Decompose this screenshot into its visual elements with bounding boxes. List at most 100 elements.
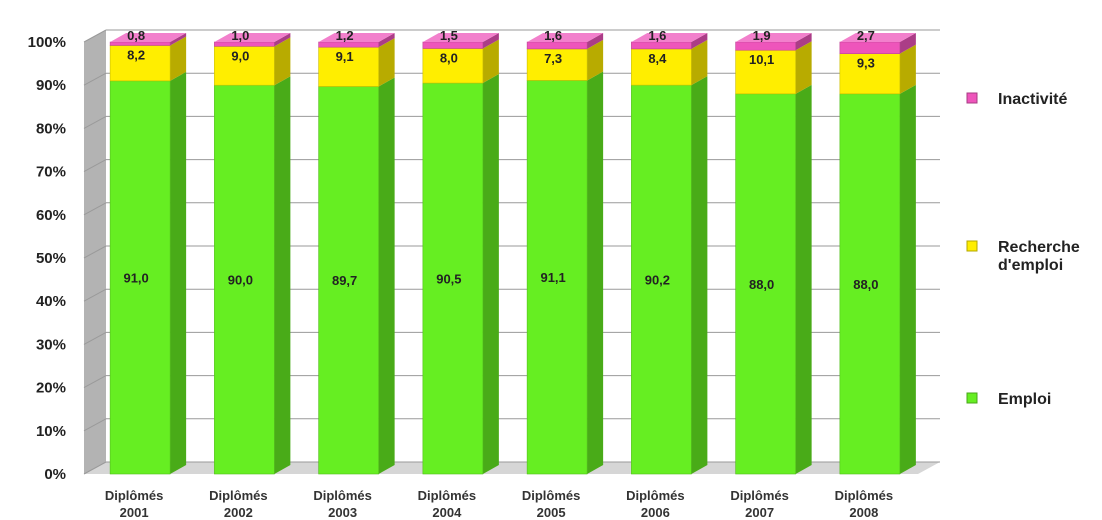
bar-side [587, 71, 604, 474]
bar-side [795, 33, 812, 51]
bar-side [378, 38, 395, 87]
bar-side [378, 77, 395, 474]
y-tick-label: 80% [36, 120, 66, 137]
bar-side [899, 44, 916, 94]
bar-side [170, 71, 187, 474]
bar-segment [839, 41, 901, 54]
x-tick-label: Diplômés [730, 488, 789, 503]
y-tick-label: 10% [36, 423, 66, 440]
bar-top [318, 33, 395, 42]
data-label: 90,0 [228, 273, 253, 288]
bar-side [274, 76, 291, 474]
bar-side [170, 36, 187, 81]
y-tick-label: 60% [36, 207, 66, 224]
bar-segment [631, 48, 692, 86]
data-label: 8,2 [127, 47, 145, 62]
bar-side [274, 33, 291, 47]
bar-segment [214, 46, 275, 86]
x-tick-label: Diplômés [835, 488, 894, 503]
data-label: 89,7 [332, 273, 357, 288]
bar-top [527, 33, 604, 42]
bar-side [482, 33, 499, 49]
gridline-side [83, 461, 107, 475]
bar-segment [735, 49, 796, 95]
bar-segment [735, 93, 796, 475]
x-tick-label-year: 2003 [328, 505, 357, 520]
data-label: 90,5 [436, 272, 461, 287]
bar-segment [631, 84, 692, 475]
data-label: 1,0 [231, 28, 249, 43]
data-label: 9,0 [231, 48, 249, 63]
bar-segment [318, 46, 379, 87]
data-label: 0,8 [127, 28, 145, 43]
x-tick-label-year: 2008 [849, 505, 878, 520]
data-label: 1,5 [440, 28, 458, 43]
x-tick-label-year: 2006 [641, 505, 670, 520]
bar-top [422, 33, 499, 42]
legend-label: d'emploi [998, 257, 1063, 274]
y-tick-label: 30% [36, 336, 66, 353]
bar-segment [214, 84, 275, 475]
bar-side [587, 33, 604, 49]
bar-side [482, 39, 499, 84]
bar-side [899, 84, 916, 474]
data-label: 91,0 [123, 270, 148, 285]
gridline-side [83, 331, 107, 345]
data-label: 88,0 [853, 277, 878, 292]
gridline-side [83, 245, 107, 259]
bar-side [378, 33, 395, 48]
x-tick-label: Diplômés [313, 488, 372, 503]
data-label: 8,0 [440, 50, 458, 65]
legend-swatch [966, 92, 978, 104]
gridline-side [83, 29, 107, 43]
data-label: 1,6 [648, 28, 666, 43]
legend-swatch [966, 392, 978, 404]
gridline-side [83, 159, 107, 173]
x-tick-label: Diplômés [522, 488, 581, 503]
y-tick-label: 100% [28, 34, 66, 51]
bar-side [691, 76, 708, 474]
x-tick-label-year: 2007 [745, 505, 774, 520]
bar-side [587, 39, 604, 81]
data-label: 8,4 [648, 51, 667, 66]
bar-segment [109, 45, 171, 82]
bar-top [214, 33, 291, 42]
bar-segment [526, 41, 588, 50]
gridline-side [83, 115, 107, 129]
bar-side [170, 33, 187, 46]
legend-label: Recherche [998, 239, 1080, 256]
data-label: 88,0 [749, 277, 774, 292]
bar-segment [526, 48, 588, 81]
x-tick-label: Diplômés [105, 488, 164, 503]
bar-side [795, 41, 812, 94]
gridline-side [83, 202, 107, 216]
x-tick-label: Diplômés [626, 488, 685, 503]
data-label: 9,1 [336, 49, 354, 64]
y-tick-label: 40% [36, 293, 66, 310]
bar-segment [422, 48, 484, 84]
bar-segment [735, 41, 796, 51]
bar-side [691, 33, 708, 49]
data-label: 9,3 [857, 56, 875, 71]
legend-label: Inactivité [998, 91, 1067, 108]
x-tick-label-year: 2005 [537, 505, 566, 520]
bar-segment [526, 80, 588, 475]
legend-label: Emploi [998, 391, 1051, 408]
data-label: 1,2 [336, 28, 354, 43]
bar-segment [631, 41, 692, 50]
bar-segment [839, 53, 901, 95]
gridline-side [83, 288, 107, 302]
floor [84, 462, 940, 474]
bar-segment [422, 82, 484, 475]
y-tick-label: 70% [36, 164, 66, 181]
bar-side [482, 74, 499, 474]
legend-swatch [966, 240, 978, 252]
bar-top [735, 33, 812, 42]
bar-segment [109, 80, 171, 475]
gridline-side [83, 375, 107, 389]
y-tick-label: 90% [36, 77, 66, 94]
data-label: 7,3 [544, 51, 562, 66]
bar-side [274, 37, 291, 86]
bar-segment [839, 93, 901, 475]
